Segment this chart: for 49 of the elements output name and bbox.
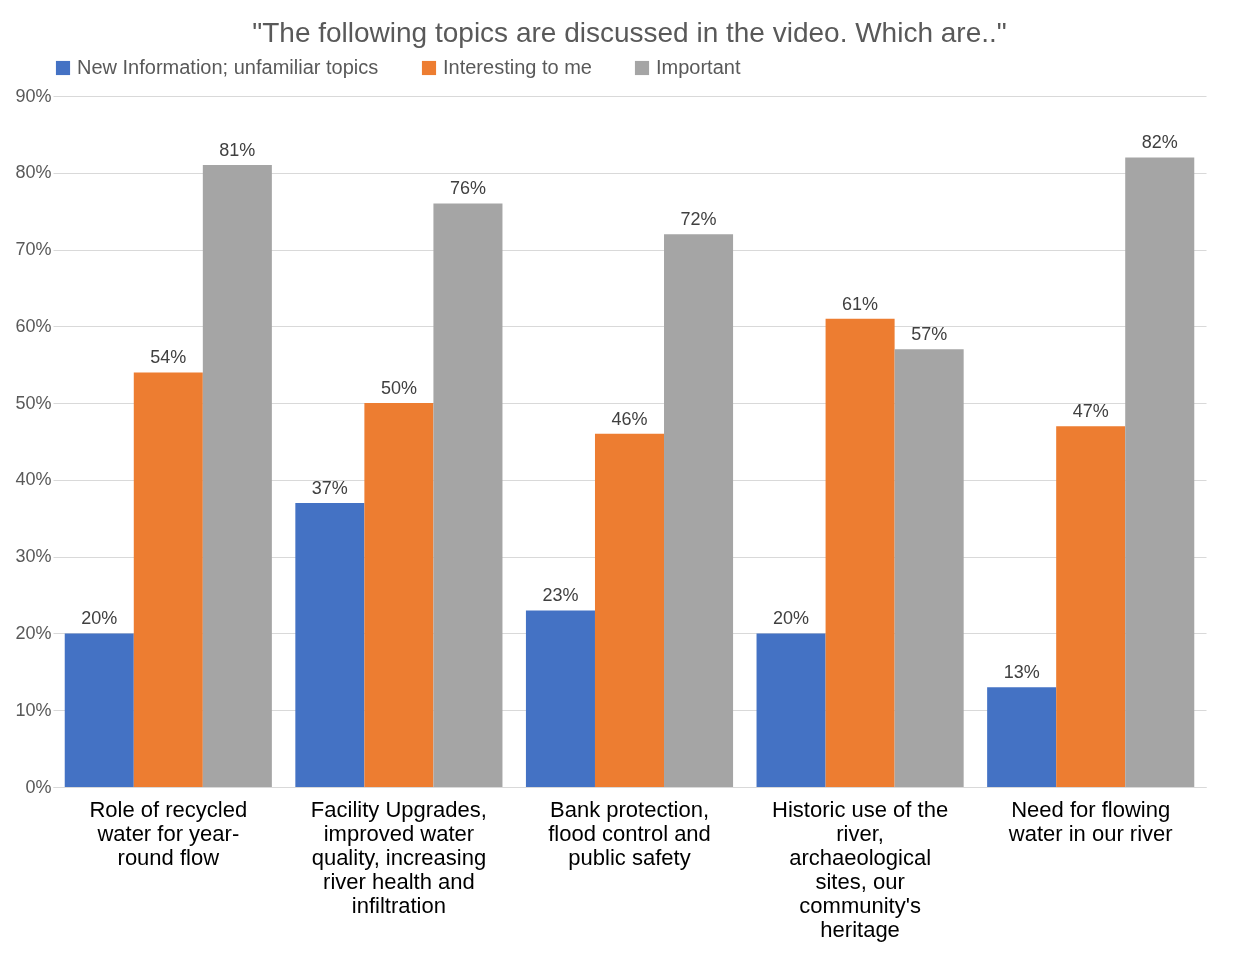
y-tick-label: 70%: [15, 239, 52, 260]
x-tick-label: Need for flowing water in our river: [1007, 796, 1173, 846]
text: 23%: [542, 585, 579, 606]
x-tick-label: Historic use of the river, archaeological sites, our community's heritage: [772, 796, 949, 942]
legend-label: Interesting to me: [443, 56, 592, 78]
text: 47%: [1072, 401, 1109, 422]
text: 72%: [680, 209, 717, 230]
bar: [1056, 426, 1126, 787]
bar: [894, 349, 964, 787]
text: 81%: [219, 140, 256, 161]
y-tick-label: 30%: [15, 546, 52, 567]
legend-label: New Information; unfamiliar topics: [77, 56, 379, 78]
text: 82%: [1141, 132, 1178, 153]
bar: [364, 403, 434, 787]
y-tick-label: 90%: [15, 85, 52, 106]
text: 50%: [380, 378, 417, 399]
bar: [525, 610, 595, 787]
bar: [295, 502, 365, 787]
text: 37%: [311, 477, 348, 498]
bar: [433, 203, 503, 787]
y-tick-label: 50%: [15, 392, 52, 413]
bar: [664, 234, 734, 787]
text: 76%: [449, 178, 486, 199]
x-tick-label: Bank protection, flood control and public safety: [548, 796, 711, 870]
y-tick-label: 20%: [15, 622, 52, 643]
bar: [202, 165, 272, 787]
x-tick-label: Facility Upgrades, improved water quality, increasing river health and infiltration: [310, 796, 487, 918]
bar: [987, 687, 1057, 787]
x-tick-label: Role of recycled water for year-round flow: [89, 796, 248, 870]
bar: [1125, 157, 1195, 787]
y-tick-label: 60%: [15, 315, 52, 336]
text: 20%: [773, 608, 810, 629]
text: 20%: [81, 608, 118, 629]
text: 46%: [611, 408, 648, 429]
text: 13%: [1003, 662, 1040, 683]
legend-label: Important: [656, 56, 741, 78]
bar: [594, 433, 665, 787]
bar: [756, 633, 826, 787]
y-tick-label: 0%: [25, 776, 52, 797]
bar: [64, 633, 134, 787]
chart-title: "The following topics are discussed in the video. Which are..": [252, 17, 1007, 48]
y-tick-label: 80%: [15, 162, 52, 183]
bar: [133, 372, 203, 787]
y-tick-label: 40%: [15, 469, 52, 490]
text: 57%: [911, 324, 948, 345]
text: 54%: [150, 347, 187, 368]
bar: [825, 318, 895, 787]
y-tick-label: 10%: [15, 699, 52, 720]
text: 61%: [842, 293, 879, 314]
